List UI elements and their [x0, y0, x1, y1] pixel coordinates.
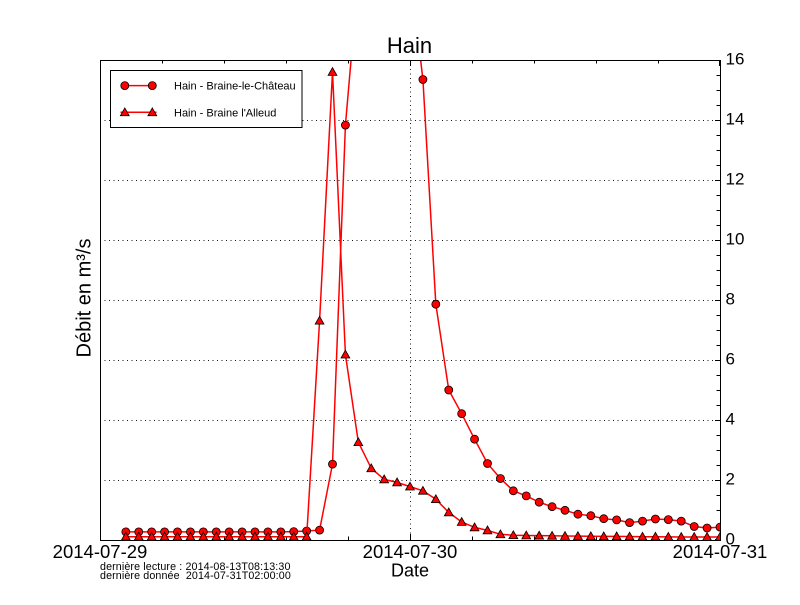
svg-text:10: 10	[726, 230, 745, 249]
svg-text:2014-07-29: 2014-07-29	[53, 541, 148, 562]
svg-text:14: 14	[726, 110, 745, 129]
svg-text:8: 8	[726, 290, 735, 309]
svg-text:2014-07-30: 2014-07-30	[363, 541, 458, 562]
svg-text:12: 12	[726, 170, 745, 189]
svg-text:Débit en m³/s: Débit en m³/s	[74, 239, 96, 358]
svg-text:dernière donnée 2014-07-31T02: dernière donnée 2014-07-31T02:00:00	[100, 570, 291, 582]
svg-text:Hain - Braine l'Alleud: Hain - Braine l'Alleud	[174, 107, 276, 119]
svg-text:Date: Date	[391, 561, 429, 581]
svg-text:dernière lecture : 2014-08-13T: dernière lecture : 2014-08-13T08:13:30	[100, 561, 291, 573]
svg-text:16: 16	[726, 50, 745, 69]
svg-text:2014-07-31: 2014-07-31	[673, 541, 768, 562]
svg-text:0: 0	[726, 530, 735, 549]
svg-text:4: 4	[726, 410, 735, 429]
svg-text:6: 6	[726, 350, 735, 369]
svg-text:2: 2	[726, 470, 735, 489]
svg-text:Hain: Hain	[387, 33, 432, 58]
svg-text:Hain - Braine-le-Château: Hain - Braine-le-Château	[174, 81, 296, 93]
